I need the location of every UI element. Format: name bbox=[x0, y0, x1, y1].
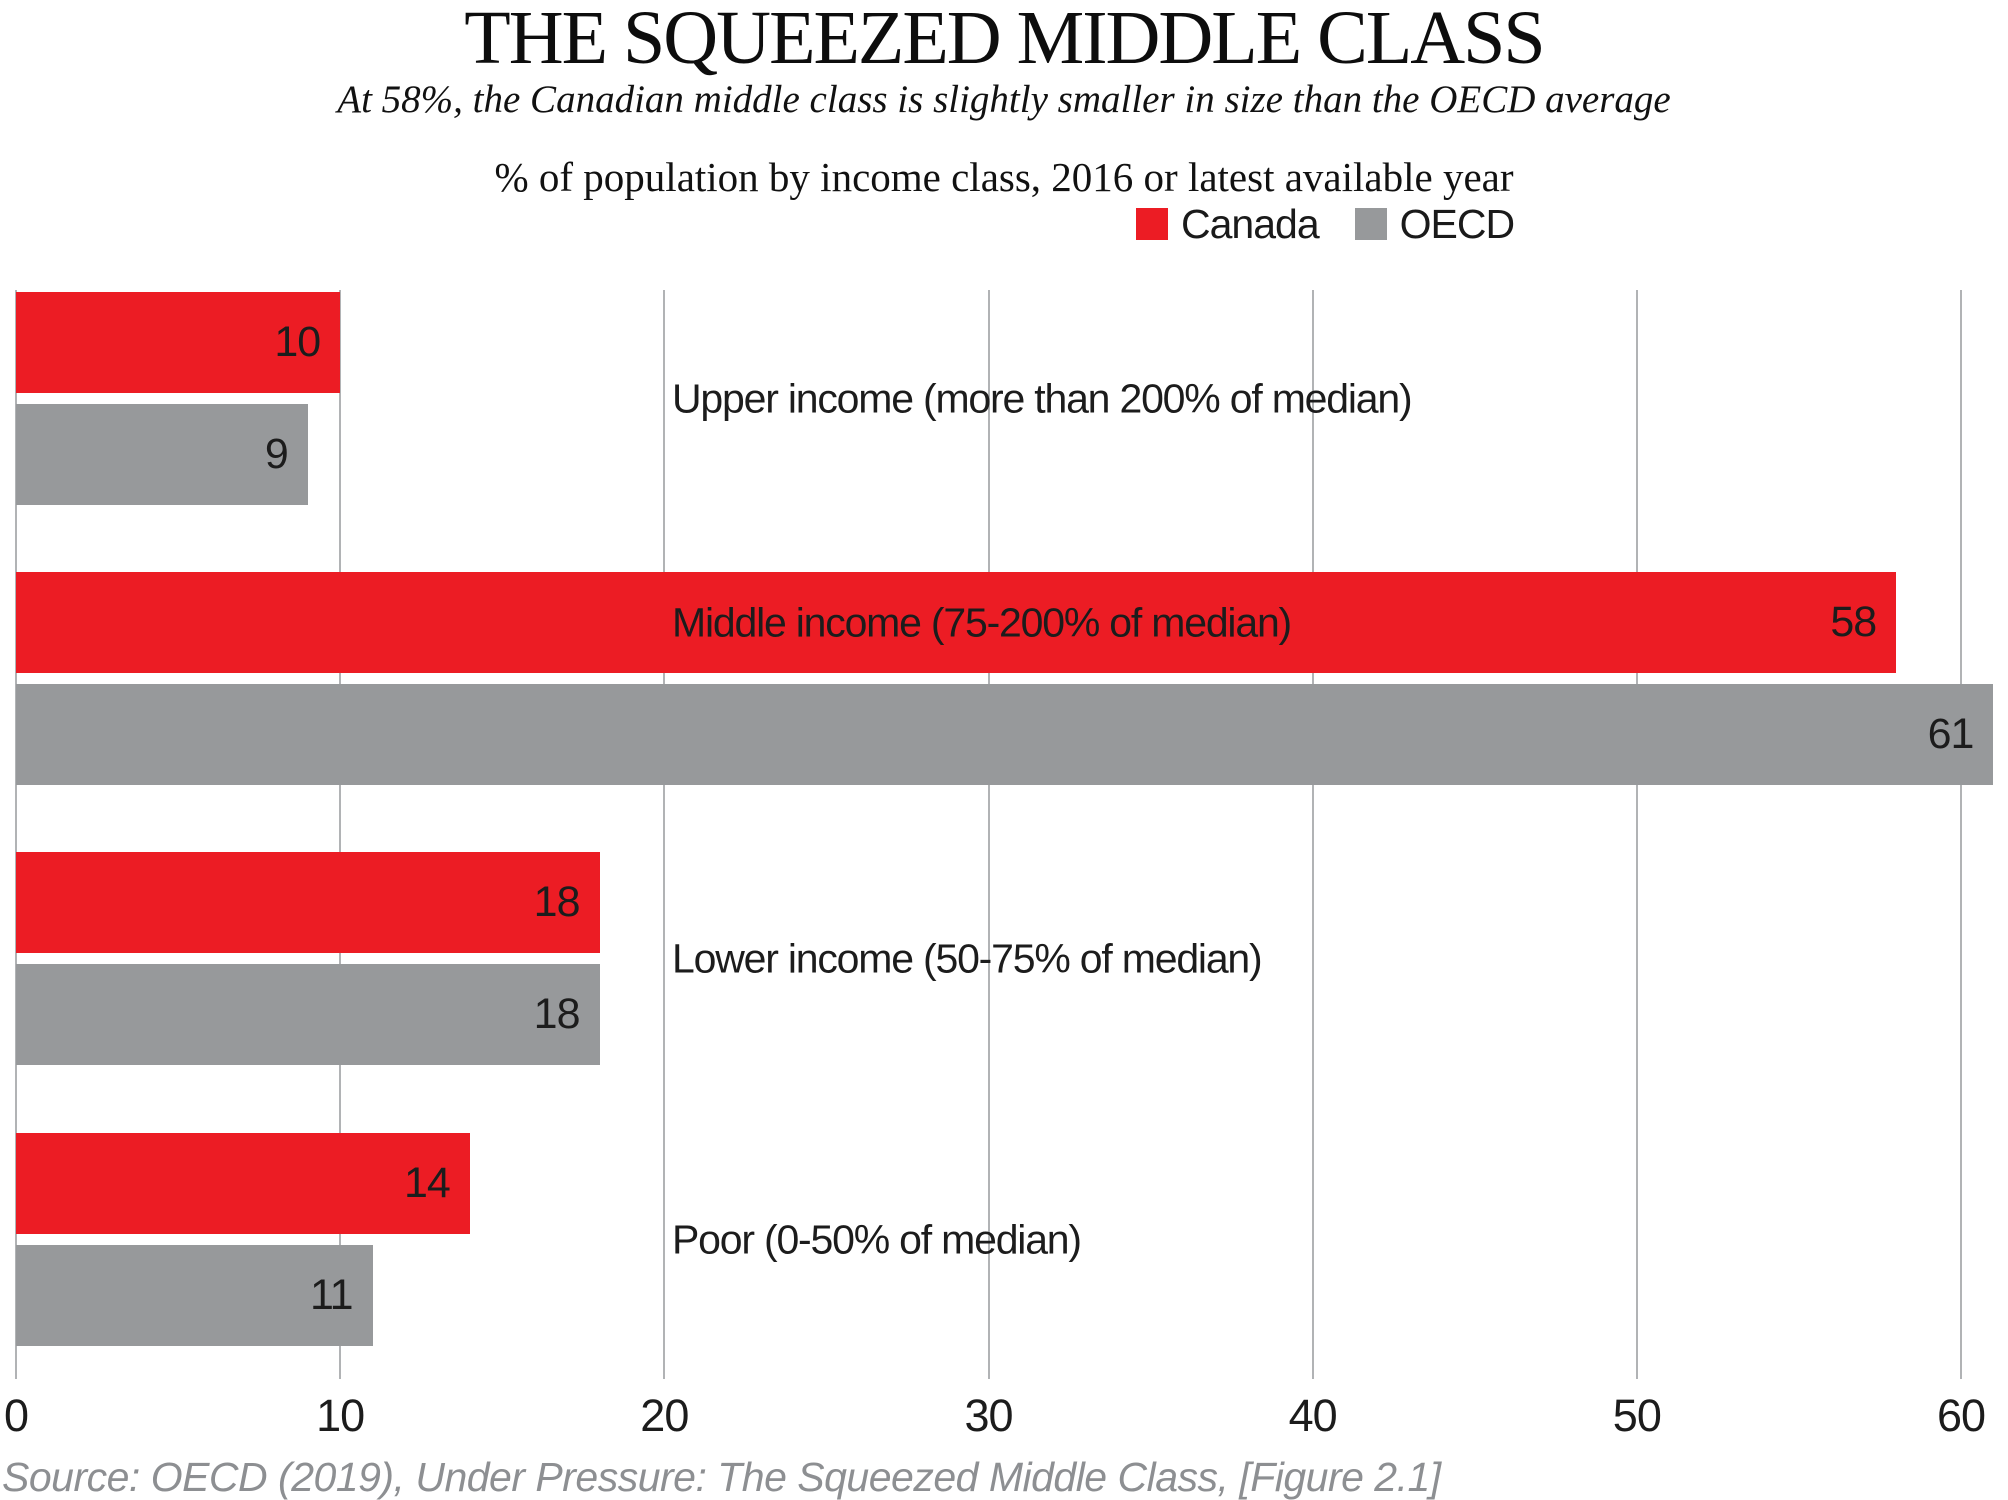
legend: Canada OECD bbox=[1136, 201, 1515, 247]
gridline-0 bbox=[15, 290, 17, 1379]
category-label-1: Upper income (more than 200% of median) bbox=[672, 375, 1413, 421]
source-note: Source: OECD (2019), Under Pressure: The… bbox=[2, 1454, 1441, 1500]
bar-value-label: 18 bbox=[533, 878, 581, 926]
bar-value-label: 18 bbox=[533, 990, 581, 1038]
axis-tick-label-60: 60 bbox=[1936, 1390, 1986, 1441]
bar-oecd-3 bbox=[16, 964, 600, 1065]
legend-item-canada: Canada bbox=[1136, 201, 1320, 247]
legend-item-oecd: OECD bbox=[1354, 201, 1515, 247]
bar-canada-4 bbox=[16, 1133, 470, 1234]
axis-tick-label-50: 50 bbox=[1612, 1390, 1662, 1441]
bar-value-label: 9 bbox=[264, 430, 289, 478]
gridline-30 bbox=[987, 290, 990, 1379]
bar-canada-3 bbox=[16, 852, 600, 953]
canada-swatch-icon bbox=[1136, 208, 1168, 240]
bar-value-label: 11 bbox=[309, 1271, 354, 1319]
bar-value-label: 58 bbox=[1830, 598, 1877, 646]
axis-tick-label-40: 40 bbox=[1288, 1390, 1338, 1441]
chart-subtitle: At 58%, the Canadian middle class is sli… bbox=[337, 78, 1671, 121]
axis-tick-label-20: 20 bbox=[640, 1390, 689, 1441]
bar-canada-2 bbox=[16, 572, 1897, 673]
category-label-3: Lower income (50-75% of median) bbox=[672, 935, 1263, 981]
axis-tick-label-10: 10 bbox=[316, 1390, 365, 1441]
category-label-2: Middle income (75-200% of median) bbox=[672, 599, 1292, 645]
axis-tick-label-0: 0 bbox=[3, 1390, 29, 1441]
gridline-10 bbox=[339, 290, 342, 1379]
chart-measure-line: % of population by income class, 2016 or… bbox=[494, 154, 1514, 200]
bar-oecd-2 bbox=[16, 684, 1994, 785]
bar-canada-1 bbox=[16, 292, 341, 393]
gridline-20 bbox=[663, 290, 666, 1379]
bar-value-label: 10 bbox=[274, 318, 321, 366]
bar-value-label: 14 bbox=[403, 1159, 451, 1207]
legend-label-oecd: OECD bbox=[1399, 201, 1515, 247]
gridline-40 bbox=[1311, 290, 1314, 1379]
gridline-60 bbox=[1960, 290, 1962, 1379]
bar-oecd-4 bbox=[16, 1245, 373, 1346]
category-label-4: Poor (0-50% of median) bbox=[672, 1216, 1082, 1262]
chart-title: THE SQUEEZED MIDDLE CLASS bbox=[464, 0, 1545, 80]
bar-oecd-1 bbox=[16, 404, 308, 505]
oecd-swatch-icon bbox=[1354, 208, 1387, 240]
gridline-50 bbox=[1635, 290, 1638, 1379]
bar-value-label: 61 bbox=[1927, 710, 1975, 758]
axis-tick-label-30: 30 bbox=[964, 1390, 1013, 1441]
legend-label-canada: Canada bbox=[1181, 201, 1320, 247]
